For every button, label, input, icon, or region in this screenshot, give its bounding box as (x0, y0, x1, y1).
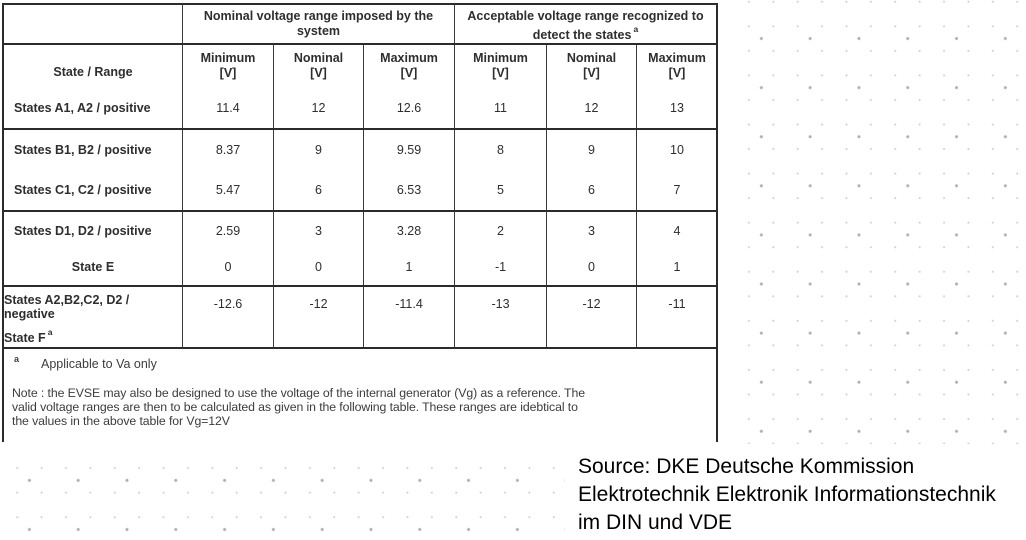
cell-value: -11.4 (364, 287, 455, 347)
cell-value: 1 (673, 260, 681, 274)
table-section-a: State / Range Minimum [V] Nominal [V] Maxi… (4, 45, 716, 130)
group-header-acceptable-label: Acceptable voltage range recognized to d… (467, 9, 704, 43)
voltage-table: Nominal voltage range imposed by the sys… (2, 3, 718, 442)
col-header-nom-detect: Nominal [V] (547, 45, 637, 88)
footnote-text: Applicable to Va only (41, 357, 157, 372)
cell-value: 2 (455, 212, 547, 249)
source-line: Elektrotechnik Elektronik Informationste… (578, 483, 996, 506)
cell-value: 11 (455, 88, 547, 128)
cell-value: 5 (455, 170, 547, 210)
row-label-states-a: States A1, A2 / positive (4, 88, 183, 128)
table-note: Note : the EVSE may also be designed to … (12, 386, 708, 428)
cell-value: 9 (274, 130, 364, 170)
table-footnote: a Applicable to Va only (12, 354, 708, 372)
source-line: im DIN und VDE (578, 511, 733, 534)
cell-value: 2.59 (183, 212, 274, 249)
table-group-header-row: Nominal voltage range imposed by the sys… (4, 5, 716, 45)
group-header-acceptable: Acceptable voltage range recognized to d… (455, 5, 716, 43)
table-notes-area: a Applicable to Va only Note : the EVSE m… (4, 349, 716, 442)
cell-value: 9.59 (364, 130, 455, 170)
table-section-bc: States B1, B2 / positive 8.37 9 9.59 8 9… (4, 130, 716, 212)
negative-label-line1: States A2,B2,C2, D2 / (4, 293, 130, 308)
cell-value: 6 (274, 170, 364, 210)
cell-value: -12.6 (183, 287, 274, 347)
cell-value: 10 (670, 143, 684, 157)
col-header-state-range: State / Range (4, 45, 183, 88)
cell-value: -12 (547, 287, 637, 347)
cell-value: -11 (668, 297, 686, 311)
source-line: Source: DKE Deutsche Kommission (578, 455, 915, 478)
source-attribution: Source: DKE Deutsche Kommission Elektrot… (565, 444, 1026, 540)
cell-value: 1 (364, 249, 455, 285)
cell-value: 3.28 (364, 212, 455, 249)
footnote-marker-a: a (47, 327, 53, 338)
cell-value: 6.53 (364, 170, 455, 210)
col-header-max-detect: Maximum [V] (648, 51, 706, 80)
cell-value: 11.4 (183, 88, 274, 128)
cell-value: 0 (183, 249, 274, 285)
cell-value: 12.6 (364, 88, 455, 128)
row-label-state-e: State E (4, 249, 183, 285)
col-header-min-detect: Minimum [V] (455, 45, 547, 88)
footnote-marker-a: a (14, 354, 20, 364)
scanned-table-image: Nominal voltage range imposed by the sys… (2, 3, 718, 442)
negative-label-line2: negative (4, 307, 55, 322)
cell-value: 4 (673, 223, 681, 238)
cell-value: 0 (547, 249, 637, 285)
cell-value: -13 (455, 287, 547, 347)
group-header-nominal: Nominal voltage range imposed by the sys… (183, 5, 455, 44)
table-row: States A1, A2 / positive 11.4 12 12.6 11… (4, 88, 716, 128)
cell-value: 12 (274, 88, 364, 128)
note-line: valid voltage ranges are then to be calc… (12, 400, 578, 415)
row-label-states-d: States D1, D2 / positive (4, 212, 183, 249)
cell-value: 3 (274, 212, 364, 249)
cell-value: 7 (673, 183, 681, 197)
cell-value: -12 (274, 287, 364, 347)
cell-value: 0 (274, 249, 364, 285)
cell-value: 8 (455, 130, 547, 170)
cell-value: 8.37 (183, 130, 274, 170)
note-line: the values in the above table for Vg=12V (12, 414, 230, 429)
table-row: States B1, B2 / positive 8.37 9 9.59 8 9… (4, 130, 716, 170)
table-row: States D1, D2 / positive 2.59 3 3.28 2 3… (4, 212, 716, 249)
cell-value: 13 (670, 101, 684, 115)
note-line: Note : the EVSE may also be designed to … (12, 386, 585, 401)
group-header-nominal-label: Nominal voltage range imposed by the sys… (203, 9, 434, 38)
table-section-de: States D1, D2 / positive 2.59 3 3.28 2 3… (4, 212, 716, 287)
col-header-nom-system: Nominal [V] (274, 45, 364, 88)
cell-value: 3 (547, 212, 637, 249)
col-header-max-system: Maximum [V] (364, 45, 455, 88)
table-row: States C1, C2 / positive 5.47 6 6.53 5 6… (4, 170, 716, 210)
table-row: State E 0 0 1 -1 0 1 (4, 249, 716, 285)
cell-value: 5.47 (183, 170, 274, 210)
cell-value: 12 (547, 88, 637, 128)
col-header-min-system: Minimum [V] (183, 45, 274, 88)
footnote-marker-a: a (633, 24, 639, 34)
cell-value: -1 (455, 249, 547, 285)
row-label-states-b: States B1, B2 / positive (4, 130, 183, 170)
column-header-row: State / Range Minimum [V] Nominal [V] Maxi… (4, 45, 716, 88)
corner-cell (4, 5, 183, 44)
cell-value: 6 (547, 170, 637, 210)
row-label-states-c: States C1, C2 / positive (4, 170, 183, 210)
cell-value: 9 (547, 130, 637, 170)
